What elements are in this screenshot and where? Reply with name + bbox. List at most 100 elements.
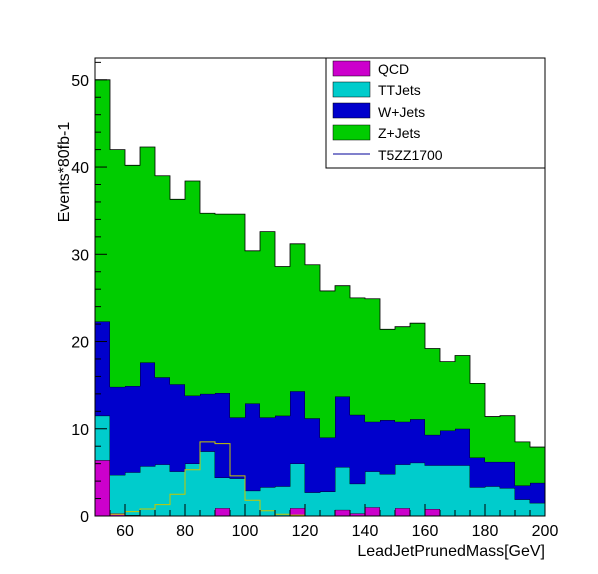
bar-ttjets-20 xyxy=(395,464,410,509)
bar-ttjets-1 xyxy=(110,474,125,514)
bar-qcd-8 xyxy=(215,508,230,516)
legend-swatch-wjets xyxy=(332,102,371,119)
y-tick-label-30: 30 xyxy=(71,247,89,264)
x-tick-label-60: 60 xyxy=(116,523,134,540)
bar-ttjets-27 xyxy=(500,488,515,516)
bar-ttjets-7 xyxy=(200,451,215,516)
bar-ttjets-11 xyxy=(260,487,275,516)
bar-w-jets-27 xyxy=(500,461,515,489)
y-tick-label-10: 10 xyxy=(71,422,89,439)
bar-w-jets-19 xyxy=(380,420,395,475)
bar-ttjets-15 xyxy=(320,491,335,516)
bar-ttjets-18 xyxy=(365,471,380,508)
legend-label-ttjets: TTJets xyxy=(378,82,421,98)
bar-w-jets-5 xyxy=(170,384,185,472)
bar-z-jets-5 xyxy=(170,199,185,385)
bar-w-jets-10 xyxy=(245,403,260,491)
bar-qcd-13 xyxy=(290,508,305,516)
bar-ttjets-29 xyxy=(530,502,545,516)
legend-label-zjets: Z+Jets xyxy=(378,125,420,141)
bar-ttjets-12 xyxy=(275,486,290,516)
bar-w-jets-28 xyxy=(515,485,530,500)
legend-entry-signal: T5ZZ1700 xyxy=(333,147,443,163)
bar-ttjets-14 xyxy=(305,492,320,516)
bar-ttjets-28 xyxy=(515,499,530,516)
bar-z-jets-3 xyxy=(140,146,155,363)
bar-z-jets-23 xyxy=(440,361,455,431)
bar-ttjets-19 xyxy=(380,474,395,516)
bar-ttjets-26 xyxy=(485,486,500,516)
bar-w-jets-12 xyxy=(275,415,290,487)
bar-ttjets-10 xyxy=(245,490,260,516)
bar-ttjets-2 xyxy=(125,472,140,516)
bar-z-jets-21 xyxy=(410,323,425,420)
bar-w-jets-3 xyxy=(140,362,155,467)
bar-z-jets-16 xyxy=(335,285,350,397)
bar-z-jets-14 xyxy=(305,264,320,419)
y-tick-label-20: 20 xyxy=(71,335,89,352)
bar-w-jets-21 xyxy=(410,419,425,463)
bar-z-jets-2 xyxy=(125,165,140,387)
y-tick-label-40: 40 xyxy=(71,160,89,177)
bar-ttjets-24 xyxy=(455,465,470,516)
tick-labels: 60 80 100 120 140 160 180 200 0 10 20 30 40 50 xyxy=(71,73,558,540)
legend-swatch-qcd xyxy=(332,60,371,77)
legend-label-qcd: QCD xyxy=(378,61,409,77)
bar-w-jets-7 xyxy=(200,393,215,452)
bar-z-jets-7 xyxy=(200,213,215,394)
y-tick-label-0: 0 xyxy=(80,509,89,526)
outline-z-jets xyxy=(94,79,545,516)
bar-z-jets-13 xyxy=(290,243,305,392)
bar-ttjets-21 xyxy=(410,462,425,516)
bar-ttjets-23 xyxy=(440,465,455,516)
bar-w-jets-18 xyxy=(365,421,380,472)
bar-z-jets-10 xyxy=(245,250,260,404)
bar-z-jets-24 xyxy=(455,355,470,429)
bar-qcd-17 xyxy=(350,513,365,516)
legend-label-wjets: W+Jets xyxy=(378,104,425,120)
bar-qcd-22 xyxy=(425,509,440,516)
bar-z-jets-12 xyxy=(275,266,290,416)
x-axis-title: LeadJetPrunedMass[GeV] xyxy=(357,543,545,560)
bar-z-jets-20 xyxy=(395,326,410,422)
bar-z-jets-22 xyxy=(425,348,440,435)
bar-z-jets-25 xyxy=(470,383,485,458)
y-axis-title: Events*80fb-1 xyxy=(56,122,73,223)
bar-z-jets-1 xyxy=(110,149,125,387)
bar-w-jets-25 xyxy=(470,457,485,488)
x-tick-label-200: 200 xyxy=(532,523,559,540)
bar-ttjets-8 xyxy=(215,477,230,509)
legend-swatch-zjets xyxy=(332,124,371,141)
x-tick-label-140: 140 xyxy=(352,523,379,540)
bar-z-jets-17 xyxy=(350,297,365,415)
bar-ttjets-17 xyxy=(350,483,365,514)
axis-ticks xyxy=(94,61,546,517)
bar-ttjets-9 xyxy=(230,478,245,516)
legend-entry-zjets: Z+Jets xyxy=(332,124,420,141)
y-tick-label-50: 50 xyxy=(71,73,89,90)
legend-entry-ttjets: TTJets xyxy=(332,81,421,98)
bar-w-jets-8 xyxy=(215,392,230,478)
bar-z-jets-28 xyxy=(515,441,530,486)
bar-z-jets-8 xyxy=(215,214,230,393)
x-tick-label-120: 120 xyxy=(292,523,319,540)
bar-w-jets-29 xyxy=(530,482,545,503)
x-tick-label-80: 80 xyxy=(176,523,194,540)
bar-ttjets-16 xyxy=(335,467,350,510)
bar-w-jets-2 xyxy=(125,386,140,473)
bar-z-jets-18 xyxy=(365,298,380,422)
x-tick-label-160: 160 xyxy=(412,523,439,540)
bar-qcd-0 xyxy=(95,460,110,516)
bar-w-jets-16 xyxy=(335,396,350,468)
bar-w-jets-9 xyxy=(230,417,245,479)
bar-z-jets-6 xyxy=(185,181,200,396)
legend: QCD TTJets W+Jets Z+Jets T5ZZ1700 xyxy=(325,57,546,169)
bar-z-jets-26 xyxy=(485,416,500,462)
bar-ttjets-4 xyxy=(155,464,170,516)
bar-ttjets-25 xyxy=(470,487,485,516)
bar-w-jets-20 xyxy=(395,421,410,465)
bar-w-jets-6 xyxy=(185,395,200,464)
bar-qcd-20 xyxy=(395,508,410,516)
bar-z-jets-4 xyxy=(155,175,170,378)
